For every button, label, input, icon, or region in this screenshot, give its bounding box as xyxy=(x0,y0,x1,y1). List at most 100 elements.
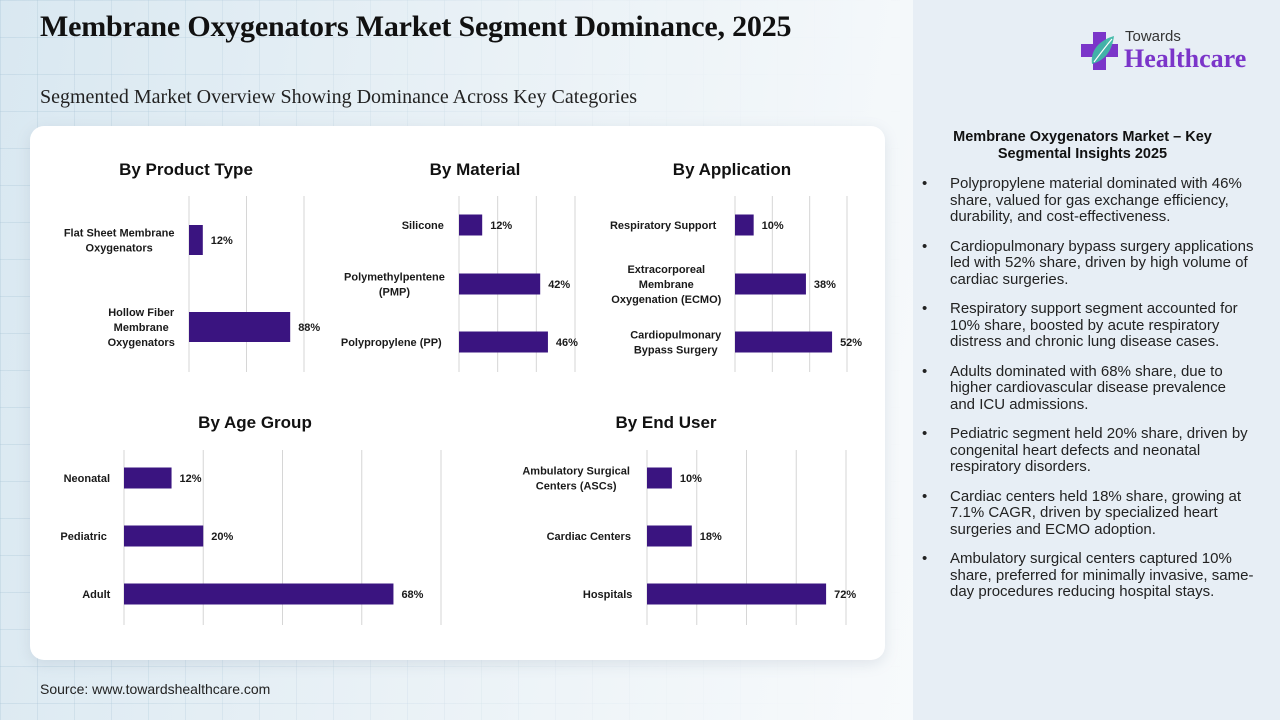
bar xyxy=(124,525,204,547)
bar xyxy=(459,214,483,236)
bar xyxy=(647,467,672,489)
category-label-line: Neonatal xyxy=(64,473,110,485)
page-subtitle: Segmented Market Overview Showing Domina… xyxy=(40,86,638,108)
category-label-line: Cardiopulmonary xyxy=(630,330,722,342)
bar xyxy=(647,525,692,547)
data-label: 18% xyxy=(700,531,722,543)
category-label: Cardiac Centers xyxy=(547,531,631,543)
insight-text: Adults dominated with 68% share, due to … xyxy=(950,362,1226,413)
insight-text: Ambulatory surgical centers captured 10%… xyxy=(950,550,1254,600)
category-label-line: (PMP) xyxy=(379,287,411,299)
insight-item: • Cardiopulmonary bypass surgery applicat… xyxy=(920,237,1255,289)
category-label: Neonatal xyxy=(64,473,110,485)
category-label: Hospitals xyxy=(583,589,633,601)
category-label: Polypropylene (PP) xyxy=(341,337,442,349)
chart-title: By Material xyxy=(430,160,521,179)
category-label-line: Membrane xyxy=(114,322,169,334)
category-label-line: Flat Sheet Membrane xyxy=(64,228,175,240)
charts-canvas: By Product Type 12% Flat Sheet Membrane Oxy… xyxy=(60,160,862,625)
bar xyxy=(189,312,291,342)
chart-title: By Product Type xyxy=(119,160,253,179)
insight-text: Cardiopulmonary bypass surgery applicati… xyxy=(950,237,1254,288)
data-label: 12% xyxy=(180,473,202,485)
category-label: Ambulatory Surgical Centers (ASCs) xyxy=(522,466,630,493)
bar xyxy=(647,583,827,605)
category-label-line: Polymethylpentene xyxy=(344,272,445,284)
insight-item: • Respiratory support segment accounted f… xyxy=(920,300,1255,351)
insight-text: Polypropylene material dominated with 46… xyxy=(950,175,1242,225)
insight-item: • Cardiac centers held 18% share, growing… xyxy=(920,487,1255,539)
logo: Towards Healthcare xyxy=(1080,28,1260,78)
logo-text-healthcare: Healthcare xyxy=(1124,44,1247,73)
bar xyxy=(124,467,172,489)
data-label: 52% xyxy=(840,337,862,349)
bullet-icon: • xyxy=(922,175,928,192)
insight-text: Pediatric segment held 20% share, driven… xyxy=(950,425,1248,475)
data-label: 12% xyxy=(490,220,512,232)
category-label: Cardiopulmonary Bypass Surgery xyxy=(630,330,722,357)
data-label: 10% xyxy=(680,473,702,485)
bar xyxy=(459,331,548,353)
insight-text: Cardiac centers held 18% share, growing … xyxy=(950,487,1241,538)
category-label-line: Centers (ASCs) xyxy=(536,481,617,493)
chart-title: By Application xyxy=(673,160,791,179)
category-label-line: Silicone xyxy=(402,220,444,232)
category-label-line: Oxygenators xyxy=(86,243,153,255)
logo-text-towards: Towards xyxy=(1125,28,1181,45)
category-label: Flat Sheet Membrane Oxygenators xyxy=(64,228,175,255)
insights-list: • Polypropylene material dominated with 4… xyxy=(920,175,1255,614)
bullet-icon: • xyxy=(922,300,928,317)
category-label: Hollow Fiber Membrane Oxygenators xyxy=(108,307,175,349)
insights-panel xyxy=(913,0,1280,720)
category-label: Pediatric xyxy=(60,531,106,543)
data-label: 68% xyxy=(401,589,423,601)
bullet-icon: • xyxy=(922,487,928,505)
insight-item: • Pediatric segment held 20% share, drive… xyxy=(920,425,1255,476)
category-label-line: Oxygenators xyxy=(108,337,175,349)
category-label: Respiratory Support xyxy=(610,220,717,232)
insight-item: • Polypropylene material dominated with 4… xyxy=(920,175,1255,226)
data-label: 72% xyxy=(834,589,856,601)
data-label: 20% xyxy=(211,531,233,543)
category-label: Adult xyxy=(82,589,110,601)
chart-title: By Age Group xyxy=(198,413,312,432)
category-label-line: Ambulatory Surgical xyxy=(522,466,630,478)
bullet-icon: • xyxy=(922,550,928,567)
bullet-icon: • xyxy=(922,425,928,442)
category-label-line: Extracorporeal xyxy=(627,264,705,276)
data-label: 46% xyxy=(556,337,578,349)
bar xyxy=(459,273,541,295)
category-label-line: Respiratory Support xyxy=(610,220,717,232)
insight-text: Respiratory support segment accounted fo… xyxy=(950,300,1238,350)
category-label-line: Adult xyxy=(82,589,110,601)
insight-item: • Ambulatory surgical centers captured 10… xyxy=(920,550,1255,601)
chart-title: By End User xyxy=(615,413,716,432)
category-label: Silicone xyxy=(402,220,444,232)
bar xyxy=(124,583,394,605)
category-label-line: Hospitals xyxy=(583,589,633,601)
bullet-icon: • xyxy=(922,237,928,255)
category-label: Polymethylpentene (PMP) xyxy=(344,272,445,299)
medical-cross-leaf-icon xyxy=(1081,32,1118,70)
bar xyxy=(735,273,806,295)
source-note: Source: www.towardshealthcare.com xyxy=(40,681,271,697)
data-label: 88% xyxy=(298,322,320,334)
category-label-line: Polypropylene (PP) xyxy=(341,337,442,349)
insight-item: • Adults dominated with 68% share, due to… xyxy=(920,362,1255,414)
data-label: 38% xyxy=(814,279,836,291)
category-label-line: Cardiac Centers xyxy=(547,531,631,543)
data-label: 42% xyxy=(548,279,570,291)
category-label-line: Oxygenation (ECMO) xyxy=(611,294,721,306)
category-label: Extracorporeal Membrane Oxygenation (ECMO) xyxy=(611,264,721,306)
page-title: Membrane Oxygenators Market Segment Domi… xyxy=(40,10,792,43)
category-label-line: Hollow Fiber xyxy=(108,307,175,319)
insights-title: Membrane Oxygenators Market – Key Segmen… xyxy=(953,129,1212,162)
bar xyxy=(189,225,203,255)
category-label-line: Pediatric xyxy=(60,531,106,543)
bar xyxy=(735,331,833,353)
bullet-icon: • xyxy=(922,362,928,380)
category-label-line: Bypass Surgery xyxy=(634,345,719,357)
data-label: 12% xyxy=(211,235,233,247)
bar xyxy=(735,214,754,236)
data-label: 10% xyxy=(762,220,784,232)
